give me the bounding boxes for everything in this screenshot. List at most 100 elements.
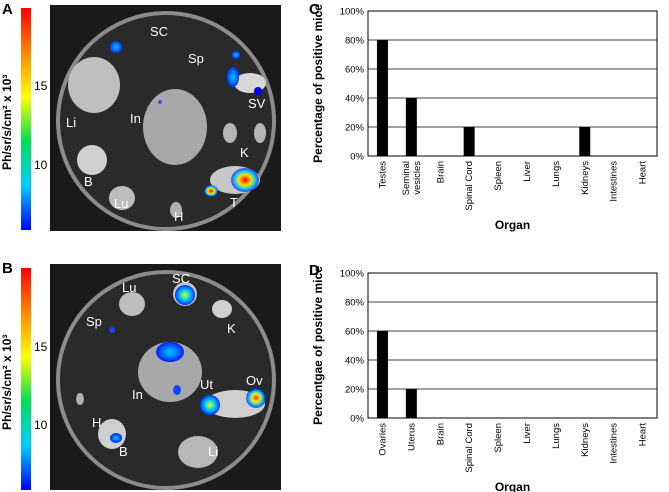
chart-c-xtick-group: Brain bbox=[435, 161, 446, 183]
chart-c-xtick-label: Brain bbox=[435, 161, 446, 183]
chart-c-xtick-label: Testes bbox=[377, 161, 388, 189]
label-b-sc: SC bbox=[172, 271, 191, 286]
chart-c-xtick-label: Spleen bbox=[493, 161, 504, 191]
label-b-in: In bbox=[132, 387, 143, 402]
label-a-li: Li bbox=[66, 115, 77, 130]
chart-d-xtick-label: Ovaries bbox=[377, 423, 388, 456]
colorbar-top bbox=[21, 8, 31, 230]
chart-d-ylabel: Percentgae of positive mice bbox=[311, 266, 325, 425]
label-b-b: B bbox=[119, 444, 128, 459]
signal-spinal-cord-b bbox=[175, 285, 195, 305]
chart-d-xtick-group: Kidneys bbox=[580, 423, 591, 457]
chart-c-xtick-label: Lungs bbox=[551, 161, 562, 187]
chart-d-xtick-label: Liver bbox=[522, 423, 533, 444]
chart-d-xtick-group: Heart bbox=[638, 423, 649, 447]
chart-d-xtick-group: Spleen bbox=[493, 423, 504, 453]
label-b-k: K bbox=[227, 321, 236, 336]
signal-intestine-b2 bbox=[173, 385, 181, 395]
chart-c-xlabel: Organ bbox=[495, 218, 530, 232]
chart-c: 0% 20% 40% 60% 80% 100% Testes Seminal vesicles B… bbox=[311, 4, 658, 232]
label-b-h: H bbox=[92, 415, 102, 430]
chart-d-xtick-label: Lungs bbox=[551, 423, 562, 449]
label-a-lu: Lu bbox=[114, 196, 129, 211]
panel-letter-c: C bbox=[309, 1, 320, 18]
chart-d: 0% 20% 40% 60% 80% 100% Ovaries Uterus Brain Spin… bbox=[311, 266, 658, 492]
organ-liver-b bbox=[178, 436, 218, 468]
chart-c-xtick-label: Liver bbox=[522, 161, 533, 182]
chart-c-xtick-group: Heart bbox=[638, 161, 649, 185]
chart-c-xtick-label: Kidneys bbox=[580, 161, 591, 195]
chart-c-ytick-label: 100% bbox=[340, 7, 365, 18]
chart-c-ytick-label: 20% bbox=[345, 123, 365, 134]
chart-c-xtick-label: Heart bbox=[638, 161, 649, 185]
chart-d-xtick-group: Ovaries bbox=[377, 423, 388, 456]
panel-letter-a: A bbox=[2, 1, 13, 18]
chart-d-xtick-group: Intestines bbox=[609, 423, 620, 464]
colorbar-top-label: Ph/sr/s/cm² x 10³ bbox=[0, 74, 14, 170]
organ-intestine-b bbox=[138, 342, 202, 402]
chart-c-xtick-label: Intestines bbox=[609, 161, 620, 202]
chart-c-xtick-group: Seminal vesicles bbox=[401, 161, 423, 196]
chart-c-ytick-label: 40% bbox=[345, 94, 365, 105]
signal-intestine-a bbox=[158, 100, 162, 104]
chart-d-xlabel: Organ bbox=[495, 480, 530, 492]
chart-d-xtick-label: Spinal Cord bbox=[464, 423, 475, 473]
signal-seminal-vesicle-a bbox=[254, 87, 262, 95]
chart-d-ytick-label: 0% bbox=[350, 414, 364, 425]
chart-d-xtick-group: Lungs bbox=[551, 423, 562, 449]
label-b-lu: Lu bbox=[122, 280, 137, 295]
label-b-sp: Sp bbox=[86, 314, 102, 329]
signal-uterus-b bbox=[200, 395, 220, 415]
panel-letter-b: B bbox=[2, 260, 13, 277]
chart-d-ytick-label: 100% bbox=[340, 269, 365, 280]
chart-c-xtick-label: vesicles bbox=[412, 161, 423, 195]
chart-c-bar bbox=[463, 127, 475, 156]
panel-letter-d: D bbox=[309, 262, 320, 279]
label-b-ov: Ov bbox=[246, 373, 263, 388]
chart-c-bar bbox=[405, 98, 417, 156]
photo-female-organs: SC Lu Sp K In Ut Ov H B Li bbox=[50, 264, 281, 490]
colorbar-top-tick-10: 10 bbox=[34, 158, 48, 172]
chart-c-xtick-group: Kidneys bbox=[580, 161, 591, 195]
chart-c-bar bbox=[376, 40, 388, 156]
chart-c-xtick-label: Seminal bbox=[401, 161, 412, 195]
signal-spleen-b bbox=[109, 327, 115, 333]
organ-intestine-a bbox=[143, 89, 207, 165]
signal-spinal-cord-a bbox=[110, 41, 122, 53]
photo-b-drawing bbox=[56, 270, 276, 490]
label-a-sv: SV bbox=[248, 96, 266, 111]
organ-liver-a bbox=[68, 57, 120, 113]
chart-c-xtick-group: Liver bbox=[522, 161, 533, 182]
chart-d-xtick-label: Kidneys bbox=[580, 423, 591, 457]
organ-brain-a bbox=[77, 145, 107, 175]
chart-d-xtick-group: Spinal Cord bbox=[464, 423, 475, 473]
chart-c-xtick-group: Lungs bbox=[551, 161, 562, 187]
label-a-b: B bbox=[84, 174, 93, 189]
chart-c-xtick-group: Intestines bbox=[609, 161, 620, 202]
organ-kidney-b bbox=[212, 300, 232, 318]
chart-d-bar bbox=[376, 331, 388, 418]
colorbar-bottom-tick-15: 15 bbox=[34, 340, 48, 354]
label-a-sc: SC bbox=[150, 24, 169, 39]
chart-c-ylabel: Percentage of positive mice bbox=[311, 4, 325, 163]
label-a-h: H bbox=[174, 209, 184, 224]
organ-kidney-a1 bbox=[223, 123, 237, 143]
chart-d-xtick-label: Brain bbox=[435, 423, 446, 445]
chart-c-xtick-label: Spinal Cord bbox=[464, 161, 475, 211]
chart-d-ytick-label: 40% bbox=[345, 356, 365, 367]
signal-testes-a2 bbox=[204, 185, 218, 197]
label-b-li: Li bbox=[208, 444, 219, 459]
chart-d-xtick-label: Uterus bbox=[406, 423, 417, 451]
photo-male-organs: SC Sp SV Li In K B Lu H T bbox=[50, 5, 281, 231]
chart-c-xtick-group: Spleen bbox=[493, 161, 504, 191]
colorbar-top-tick-15: 15 bbox=[34, 79, 48, 93]
signal-spleen-a2 bbox=[232, 51, 240, 59]
signal-brain-b bbox=[110, 433, 122, 443]
organ-lungs-b bbox=[119, 292, 145, 316]
chart-d-xtick-group: Liver bbox=[522, 423, 533, 444]
chart-c-bar bbox=[579, 127, 591, 156]
label-a-sp: Sp bbox=[188, 51, 204, 66]
organ-lungs-a bbox=[109, 186, 135, 210]
signal-spleen-a bbox=[227, 67, 239, 87]
organ-kidney-a2 bbox=[254, 123, 266, 143]
